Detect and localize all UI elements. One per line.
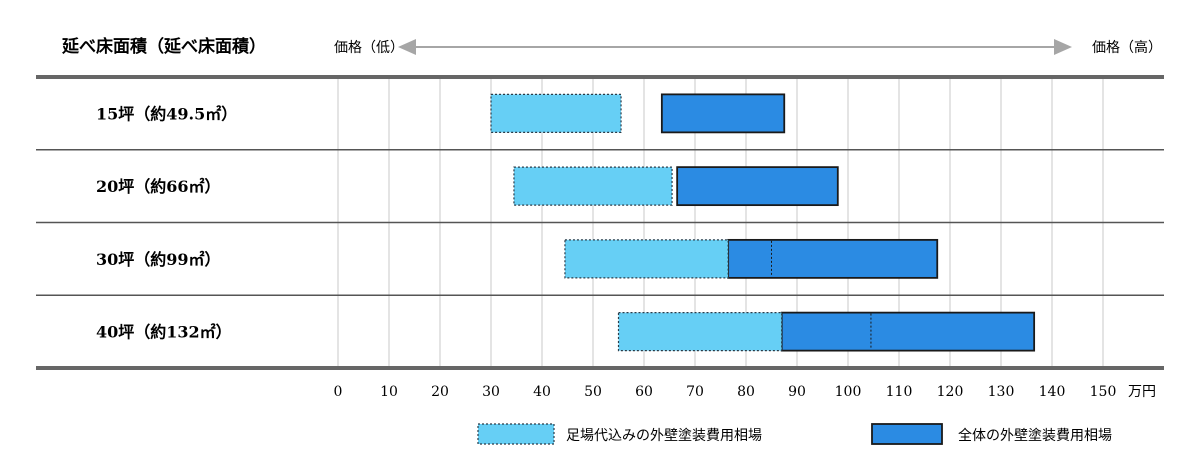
bar-total-3	[780, 311, 1036, 352]
bar-total-1	[676, 166, 839, 207]
row-title-header: 延べ床面積（延べ床面積）	[61, 36, 266, 57]
bar-scaffold-1	[513, 166, 673, 206]
bar-total-2	[727, 238, 939, 279]
x-tick-label-10: 10	[380, 384, 398, 400]
bar-scaffold-3	[617, 312, 783, 352]
x-tick-label-110: 110	[886, 384, 913, 400]
x-tick-label-20: 20	[431, 384, 449, 400]
x-tick-label-40: 40	[533, 384, 551, 400]
x-tick-label-60: 60	[635, 384, 653, 400]
legend-label-scaffold: 足場代込みの外壁塗装費用相場	[566, 427, 762, 444]
x-tick-label-100: 100	[835, 384, 862, 400]
x-axis-ticks: 0 10 20 30 40 50 60 70 80 90 100 110 120 130 140 150	[334, 384, 1117, 400]
category-label-0: 15坪（約49.5㎡）	[96, 104, 237, 123]
legend-swatch-scaffold	[477, 423, 555, 445]
price-direction-arrow	[398, 39, 1072, 55]
x-tick-label-30: 30	[482, 384, 500, 400]
x-tick-label-80: 80	[737, 384, 755, 400]
legend-label-total: 全体の外壁塗装費用相場	[958, 427, 1112, 444]
x-tick-label-120: 120	[937, 384, 964, 400]
x-tick-label-90: 90	[788, 384, 806, 400]
category-label-2: 30坪（約99㎡）	[96, 250, 221, 269]
bar-scaffold-0	[490, 93, 622, 133]
x-tick-label-140: 140	[1039, 384, 1066, 400]
bar-scaffold-2	[564, 239, 729, 279]
x-tick-label-0: 0	[334, 384, 343, 400]
x-tick-label-150: 150	[1090, 384, 1117, 400]
price-high-label: 価格（高）	[1092, 39, 1162, 56]
legend-swatch-total	[871, 423, 943, 445]
x-tick-label-130: 130	[988, 384, 1015, 400]
x-tick-label-50: 50	[584, 384, 602, 400]
price-low-label: 価格（低）	[334, 40, 404, 56]
x-axis-unit: 万円	[1128, 384, 1156, 400]
x-tick-label-70: 70	[686, 384, 704, 400]
legend: 足場代込みの外壁塗装費用相場 全体の外壁塗装費用相場	[477, 423, 1112, 445]
category-label-1: 20坪（約66㎡）	[96, 177, 221, 196]
category-label-3: 40坪（約132㎡）	[96, 323, 232, 342]
category-rows: 15坪（約49.5㎡） 20坪（約66㎡） 30坪（約99㎡） 40坪（約132㎡）	[36, 75, 1164, 370]
bar-total-0	[660, 93, 786, 134]
bars	[490, 93, 1036, 352]
